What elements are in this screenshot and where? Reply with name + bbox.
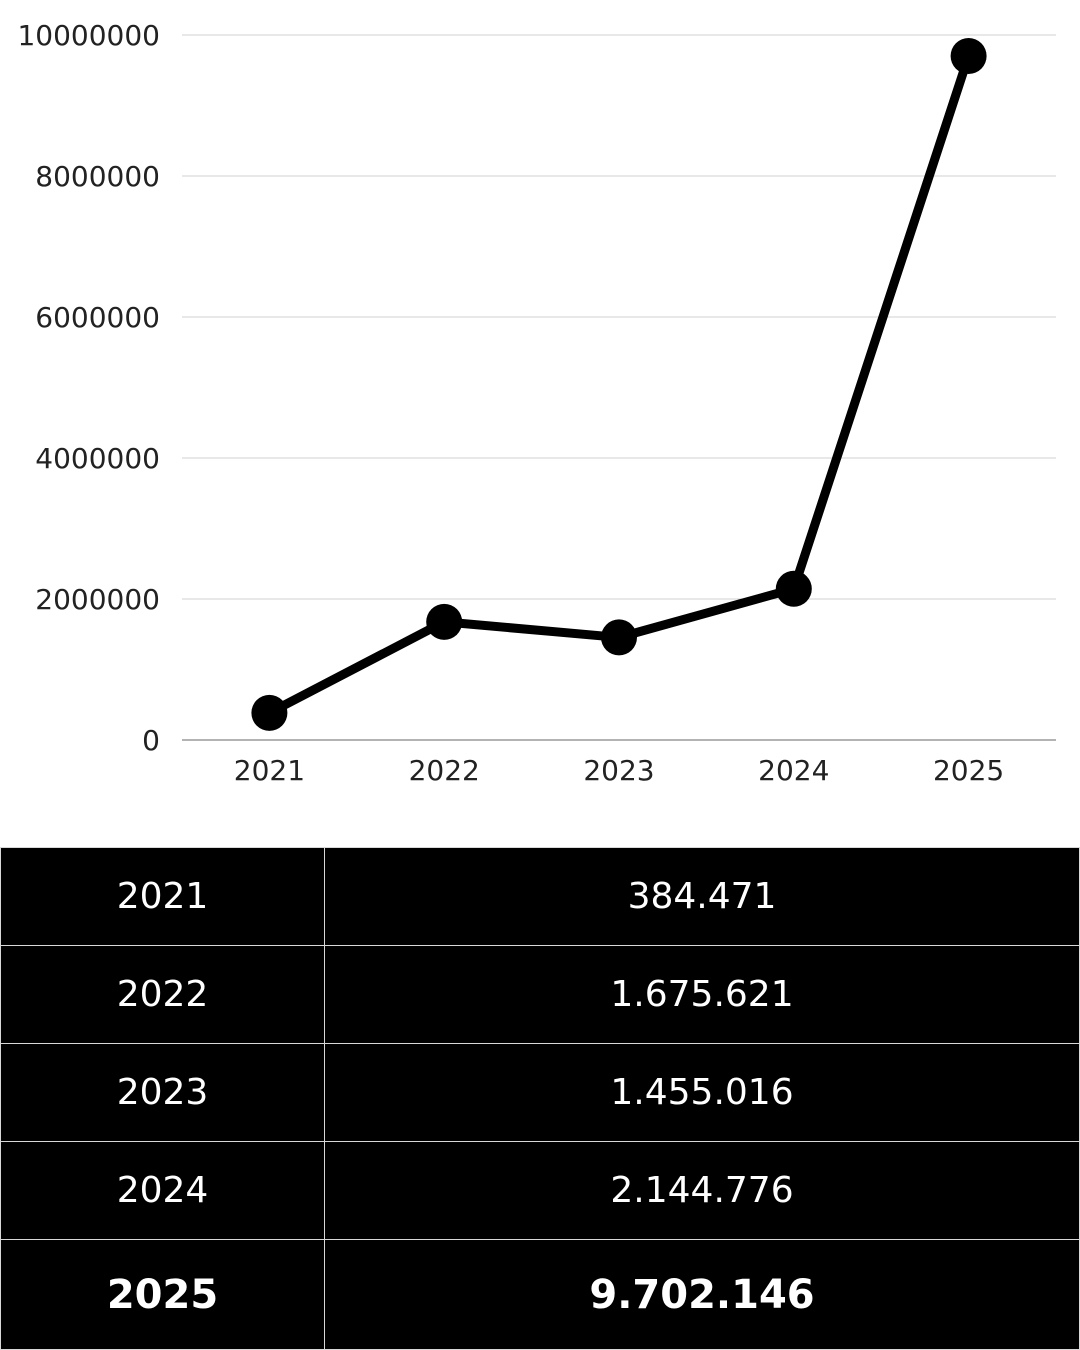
year-cell: 2024 bbox=[0, 1141, 325, 1241]
x-axis-tick-labels: 2021 2022 2023 2024 2025 bbox=[234, 754, 1004, 787]
y-tick-label: 0 bbox=[142, 724, 160, 757]
y-tick-label: 2000000 bbox=[35, 583, 160, 616]
gridlines bbox=[182, 34, 1056, 741]
x-tick-label: 2024 bbox=[758, 754, 829, 787]
line-chart: 0 2000000 4000000 6000000 8000000 10000000 20… bbox=[17, 19, 1056, 787]
series-line bbox=[264, 51, 974, 718]
value-cell: 1.455.016 bbox=[324, 1043, 1080, 1143]
y-axis-tick-labels: 0 2000000 4000000 6000000 8000000 10000000 bbox=[17, 19, 160, 757]
x-tick-label: 2022 bbox=[409, 754, 480, 787]
table-row: 2024 2.144.776 bbox=[0, 1141, 1080, 1241]
data-point bbox=[775, 570, 812, 607]
data-point bbox=[950, 37, 987, 74]
data-point bbox=[426, 603, 463, 640]
value-cell: 384.471 bbox=[324, 846, 1080, 947]
x-tick-label: 2021 bbox=[234, 754, 305, 787]
total-year-cell: 2025 bbox=[0, 1239, 325, 1350]
year-cell: 2023 bbox=[0, 1043, 325, 1143]
y-tick-label: 4000000 bbox=[35, 442, 160, 475]
table-row: 2021 384.471 bbox=[0, 846, 1080, 947]
data-point bbox=[251, 694, 288, 731]
data-table: 2021 384.471 2022 1.675.621 2023 1.455.0… bbox=[0, 846, 1080, 1350]
table-row: 2022 1.675.621 bbox=[0, 945, 1080, 1045]
data-point bbox=[601, 619, 637, 656]
y-tick-label: 6000000 bbox=[35, 301, 160, 334]
value-cell: 1.675.621 bbox=[324, 945, 1080, 1045]
total-row: 2025 9.702.146 bbox=[0, 1239, 1080, 1350]
value-cell: 2.144.776 bbox=[324, 1141, 1080, 1241]
series-line-path bbox=[264, 51, 974, 718]
table-row: 2023 1.455.016 bbox=[0, 1043, 1080, 1143]
y-tick-label: 10000000 bbox=[17, 19, 160, 52]
x-tick-label: 2025 bbox=[933, 754, 1004, 787]
total-value-cell: 9.702.146 bbox=[324, 1239, 1080, 1350]
year-cell: 2022 bbox=[0, 945, 325, 1045]
y-tick-label: 8000000 bbox=[35, 160, 160, 193]
data-points bbox=[251, 37, 987, 731]
x-tick-label: 2023 bbox=[583, 754, 654, 787]
year-cell: 2021 bbox=[0, 846, 325, 947]
